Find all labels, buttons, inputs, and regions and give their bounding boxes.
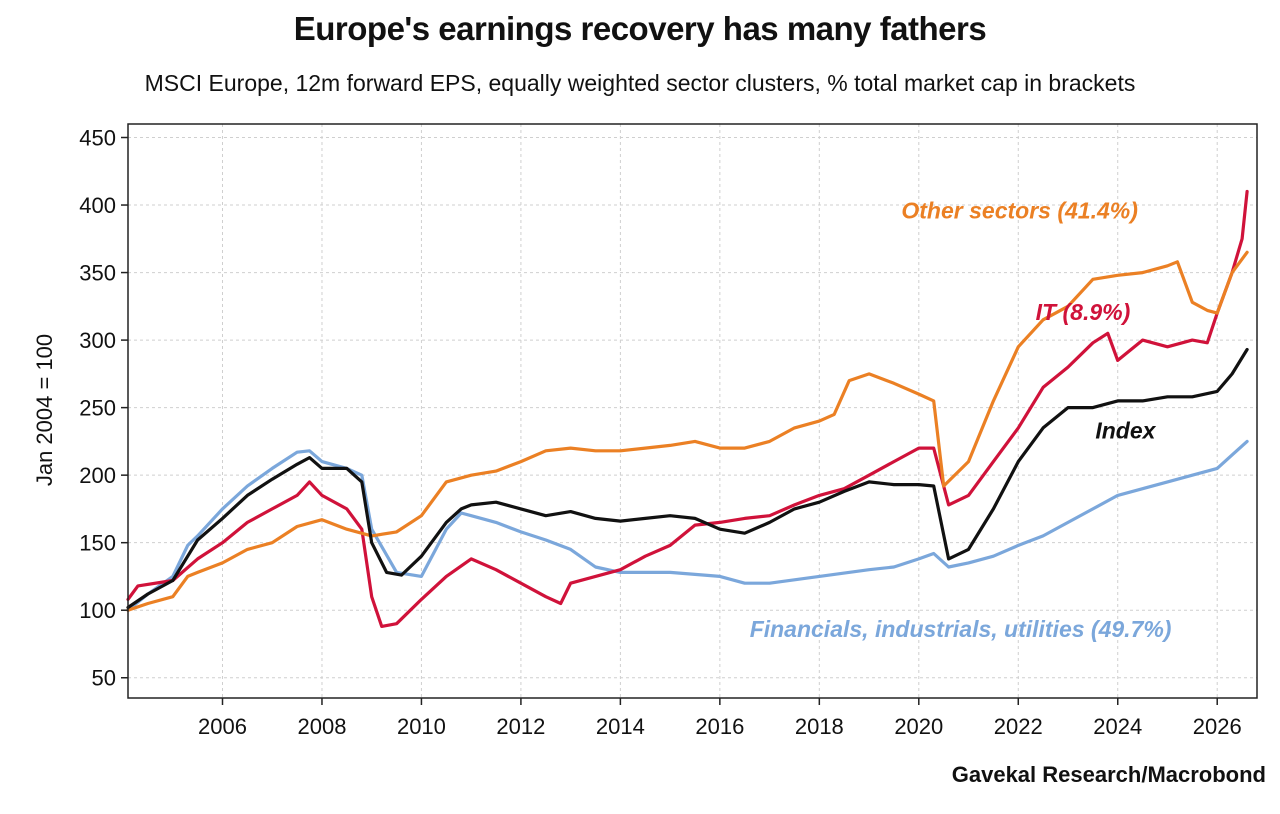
x-tick-label: 2014 [596,714,645,739]
x-tick-label: 2010 [397,714,446,739]
tick-layer: 50 100 150 200 250 300 350 400 450 2006 2008 2010 20… [79,126,1241,739]
y-tick-label: 400 [79,193,116,218]
chart-source: Gavekal Research/Macrobond [951,762,1266,787]
x-tick-label: 2022 [994,714,1043,739]
x-tick-label: 2026 [1193,714,1242,739]
x-tick-label: 2008 [297,714,346,739]
series-line-4 [126,347,1249,610]
series-line-1 [126,439,1249,612]
x-tick-label: 2016 [695,714,744,739]
grid-layer [128,124,1257,698]
series-label-1: Other sectors (41.4%) [901,198,1137,224]
chart-subtitle: MSCI Europe, 12m forward EPS, equally we… [144,70,1136,96]
plot-frame [127,123,1258,699]
x-tick-label: 2012 [496,714,545,739]
x-tick-label: 2024 [1093,714,1142,739]
y-tick-label: 50 [92,666,116,691]
x-tick-label: 2006 [198,714,247,739]
y-tick-label: 450 [79,126,116,151]
y-axis-label: Jan 2004 = 100 [32,334,57,486]
y-tick-label: 250 [79,396,116,421]
y-tick-label: 300 [79,328,116,353]
y-tick-label: 350 [79,261,116,286]
series-label-3: Index [1095,418,1156,444]
y-tick-label: 150 [79,531,116,556]
series-label-2: IT (8.9%) [1036,299,1131,325]
label-layer: Other sectors (41.4%) IT (8.9%) Index Finan… [750,198,1172,643]
x-tick-label: 2018 [795,714,844,739]
series-line-3 [126,250,1249,612]
y-tick-label: 100 [79,598,116,623]
series-line-2 [126,189,1249,629]
y-tick-label: 200 [79,463,116,488]
series-label-4: Financials, industrials, utilities (49.7… [750,616,1172,642]
x-tick-label: 2020 [894,714,943,739]
chart-title: Europe's earnings recovery has many fath… [293,10,987,47]
series-layer [126,189,1249,629]
